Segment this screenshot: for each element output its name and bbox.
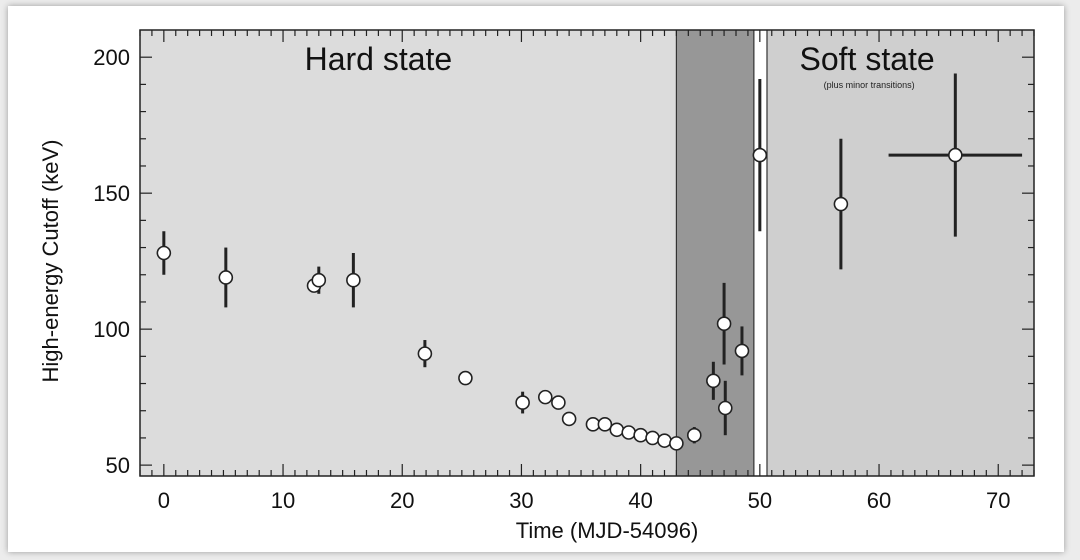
x-tick-label: 70 — [986, 488, 1010, 513]
x-axis-label: Time (MJD-54096) — [516, 518, 699, 543]
data-point — [561, 411, 577, 427]
region-transition — [676, 30, 754, 476]
data-point — [948, 147, 963, 163]
data-point — [585, 417, 601, 432]
data-point — [218, 270, 234, 285]
data-point — [752, 147, 768, 163]
x-tick-label: 30 — [509, 488, 533, 513]
data-point — [537, 389, 553, 405]
data-point — [609, 422, 625, 438]
chart: 0 10 20 30 40 50 60 70 50 100 150 200 Hard state Sof… — [38, 29, 1035, 543]
data-points — [156, 147, 963, 451]
soft-state-sublabel: (plus minor transitions) — [824, 80, 915, 90]
x-tick-label: 0 — [158, 488, 170, 513]
y-axis-label: High-energy Cutoff (keV) — [38, 140, 63, 383]
x-tick-label: 20 — [390, 488, 414, 513]
data-point — [458, 370, 473, 386]
data-point — [734, 343, 750, 359]
hard-state-label: Hard state — [305, 41, 453, 77]
data-point — [515, 395, 530, 410]
data-point — [551, 395, 566, 410]
data-point — [156, 245, 172, 261]
data-point — [417, 346, 433, 361]
region-soft — [766, 30, 1034, 476]
data-point — [311, 272, 327, 288]
data-point — [716, 316, 732, 332]
data-point — [346, 272, 361, 288]
data-point — [669, 436, 684, 451]
data-point — [706, 373, 721, 389]
plot-frame — [139, 29, 1035, 477]
data-point — [633, 427, 648, 443]
soft-state-label: Soft state — [800, 41, 935, 77]
x-tick-label: 40 — [628, 488, 652, 513]
x-tick-label: 60 — [867, 488, 891, 513]
data-point — [833, 196, 849, 212]
y-tick-label: 50 — [106, 453, 130, 478]
x-tick-label: 10 — [271, 488, 295, 513]
region-hard — [140, 30, 677, 476]
data-point — [717, 400, 733, 416]
data-point — [621, 425, 637, 440]
region-labels: Hard state Soft state (plus minor transiti… — [305, 41, 935, 90]
state-regions — [140, 30, 1034, 476]
figure-card: 0 10 20 30 40 50 60 70 50 100 150 200 Hard state Sof… — [8, 6, 1064, 552]
region-gap — [753, 30, 767, 476]
y-tick-label: 150 — [93, 181, 130, 206]
tick-labels: 0 10 20 30 40 50 60 70 50 100 150 200 — [93, 45, 1010, 513]
y-tick-label: 200 — [93, 45, 130, 70]
data-point — [657, 433, 672, 448]
data-point — [645, 430, 660, 446]
axis-ticks — [139, 30, 1035, 476]
y-tick-label: 100 — [93, 317, 130, 342]
data-point — [597, 417, 613, 432]
data-point — [686, 427, 702, 443]
x-tick-label: 50 — [748, 488, 772, 513]
